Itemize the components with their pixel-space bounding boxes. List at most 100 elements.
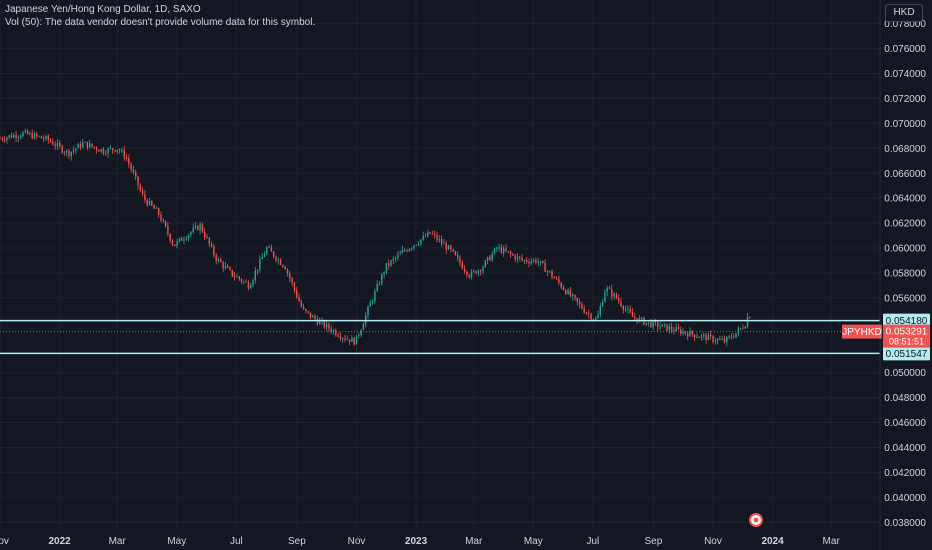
candle-body xyxy=(261,257,263,259)
candle-body xyxy=(201,224,204,232)
candle-body xyxy=(227,266,229,268)
candle-body xyxy=(608,287,611,290)
candle-body xyxy=(436,234,438,240)
candle-body xyxy=(233,275,236,277)
candle-body xyxy=(0,138,1,140)
candle-body xyxy=(153,205,155,209)
candle-body xyxy=(344,338,346,340)
price-tick-label: 0.040000 xyxy=(884,493,926,504)
candle-body xyxy=(75,148,77,151)
candle-body xyxy=(411,247,413,249)
candle-body xyxy=(622,306,624,310)
candle-body xyxy=(496,248,498,250)
time-tick-label: 2024 xyxy=(761,536,784,547)
candle-body xyxy=(17,137,20,139)
time-tick-label: Nov xyxy=(0,536,9,547)
price-tick-label: 0.050000 xyxy=(884,368,926,379)
candle-body xyxy=(314,315,316,320)
candle-body xyxy=(457,255,459,258)
currency-button[interactable]: HKD xyxy=(885,4,923,22)
candle-body xyxy=(66,150,68,153)
candle-body xyxy=(316,319,319,325)
candle-body xyxy=(624,309,627,310)
candle-body xyxy=(735,333,737,338)
candle-body xyxy=(374,291,376,301)
candle-body xyxy=(424,235,427,237)
candle-body xyxy=(606,287,608,292)
candle-body xyxy=(183,239,185,241)
price-tick-label: 0.076000 xyxy=(884,44,926,55)
candle-body xyxy=(654,321,657,323)
candle-body xyxy=(20,136,22,138)
candle-body xyxy=(505,248,507,252)
candle-body xyxy=(252,279,254,286)
candle-body xyxy=(526,260,528,262)
candle-body xyxy=(167,226,169,234)
candle-body xyxy=(132,169,135,173)
last-price-tag xyxy=(883,324,930,348)
candle-body xyxy=(696,337,698,338)
candle-body xyxy=(22,132,24,137)
candle-body xyxy=(535,259,537,263)
level-price-tag-1 xyxy=(883,313,930,328)
candle-body xyxy=(376,284,378,292)
candle-body xyxy=(256,269,259,271)
price-tick-label: 0.048000 xyxy=(884,393,926,404)
candle-body xyxy=(700,335,703,338)
candle-body xyxy=(56,142,59,147)
last-price-label: 0.053291 xyxy=(886,327,928,338)
candle-body xyxy=(537,261,539,263)
candle-body xyxy=(148,200,151,205)
candle-body xyxy=(514,255,516,260)
candle-body xyxy=(507,251,509,252)
candle-body xyxy=(615,293,618,299)
price-axis[interactable] xyxy=(880,0,932,550)
candle-body xyxy=(719,339,721,340)
candle-body xyxy=(509,251,512,255)
candle-body xyxy=(553,277,555,279)
candle-body xyxy=(176,241,178,246)
candle-body xyxy=(210,243,213,247)
candle-body xyxy=(454,251,457,256)
candle-body xyxy=(638,317,641,322)
candle-body xyxy=(576,297,578,302)
candle-body xyxy=(100,149,102,152)
candle-body xyxy=(647,321,650,323)
candle-body xyxy=(319,320,321,325)
candle-body xyxy=(666,324,668,331)
candle-body xyxy=(489,256,491,261)
candle-body xyxy=(346,339,348,341)
candle-body xyxy=(358,335,360,336)
candle-body xyxy=(31,133,33,139)
candle-body xyxy=(38,136,40,137)
candle-body xyxy=(162,220,164,222)
candle-body xyxy=(528,261,530,264)
candle-body xyxy=(82,142,84,148)
candle-body xyxy=(401,250,404,253)
candle-body xyxy=(415,244,417,246)
candle-body xyxy=(519,256,521,258)
candle-body xyxy=(305,309,307,312)
candle-body xyxy=(128,158,130,164)
candle-body xyxy=(381,274,383,285)
candle-body xyxy=(645,322,647,325)
candle-body xyxy=(72,150,75,152)
symbol-label: JPYHKD xyxy=(842,327,881,338)
candle-body xyxy=(84,141,86,143)
candle-body xyxy=(447,245,450,250)
candle-body xyxy=(89,143,91,148)
candle-body xyxy=(217,259,220,261)
candle-body xyxy=(532,259,535,262)
candle-body xyxy=(144,194,146,200)
candle-body xyxy=(174,244,176,246)
candle-body xyxy=(63,152,66,154)
candle-body xyxy=(337,335,339,337)
candle-body xyxy=(268,247,270,249)
price-tick-label: 0.078000 xyxy=(884,19,926,30)
candle-body xyxy=(114,150,116,152)
candle-body xyxy=(567,290,569,294)
candle-body xyxy=(521,257,523,261)
candle-body xyxy=(429,232,431,234)
